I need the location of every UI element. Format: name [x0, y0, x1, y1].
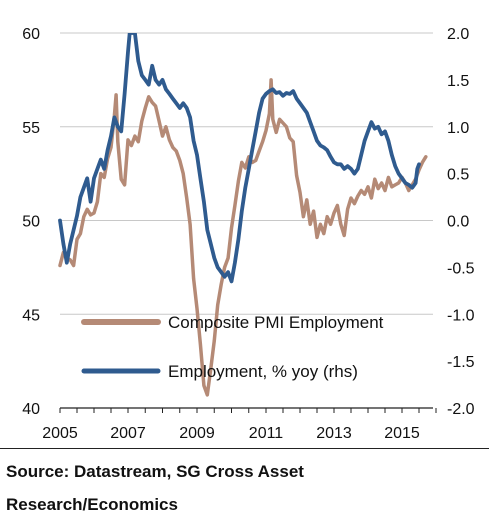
source-note: Source: Datastream, SG Cross Asset Resea… [6, 462, 304, 514]
x-tick-label: 2011 [249, 425, 284, 442]
y-right-tick-label: -1.0 [447, 307, 475, 324]
series-line-employment [58, 33, 421, 284]
y-right-tick-label: 1.0 [447, 120, 469, 137]
legend-label-pmi: Composite PMI Employment [168, 313, 384, 332]
y-right-tick-label: -2.0 [447, 401, 475, 418]
x-tick-label: 2007 [110, 425, 146, 442]
y-right-tick-label: 2.0 [447, 26, 469, 43]
series-layer [58, 33, 428, 397]
axes: 40 45 50 55 60 -2.0 -1.5 -1.0 -0.5 0.0 0.5 1.0 1.5 2.… [22, 26, 474, 442]
x-tick-label: 2015 [384, 425, 420, 442]
y-right-tick-label: -1.5 [447, 354, 475, 371]
y-left-tick-label: 55 [22, 120, 40, 137]
chart: 40 45 50 55 60 -2.0 -1.5 -1.0 -0.5 0.0 0.5 1.0 1.5 2.… [22, 26, 474, 442]
y-right-tick-label: 0.0 [447, 214, 469, 231]
y-right-tick-label: 0.5 [447, 167, 469, 184]
y-left-tick-label: 60 [22, 26, 40, 43]
x-tick-label: 2005 [42, 425, 78, 442]
x-tick-label: 2009 [179, 425, 215, 442]
y-left-tick-label: 50 [22, 214, 40, 231]
y-right-tick-label: -0.5 [447, 260, 475, 277]
y-right-tick-label: 1.5 [447, 73, 469, 90]
legend-label-employment: Employment, % yoy (rhs) [168, 362, 358, 381]
series-line-pmi [58, 78, 428, 397]
x-tick-label: 2013 [316, 425, 352, 442]
y-left-tick-label: 40 [22, 401, 40, 418]
source-divider [0, 448, 489, 449]
legend: Composite PMI Employment Employment, % yo… [81, 313, 384, 381]
y-left-tick-label: 45 [22, 307, 40, 324]
